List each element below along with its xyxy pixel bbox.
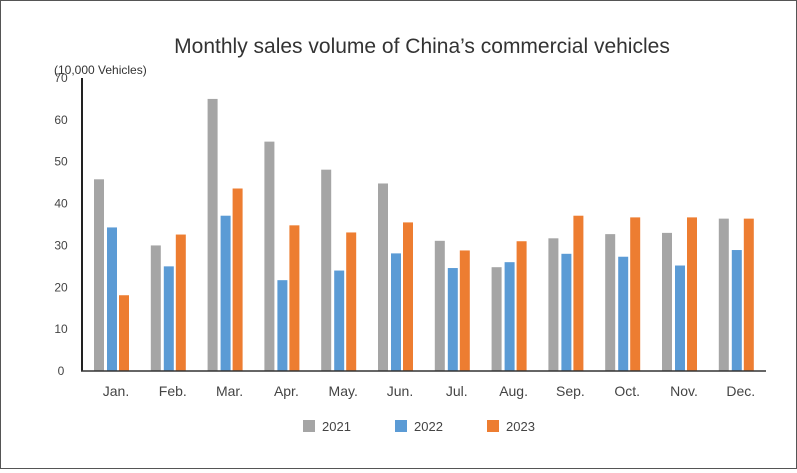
- x-tick-label: Nov.: [670, 383, 698, 399]
- legend-label-2022: 2022: [414, 419, 443, 434]
- x-tick-label: Aug.: [499, 383, 528, 399]
- legend-label-2021: 2021: [322, 419, 351, 434]
- bar-2022-nov: [675, 265, 685, 371]
- y-tick-label: 10: [54, 322, 68, 336]
- bar-2021-may: [321, 169, 332, 371]
- bar-2023-nov: [687, 217, 697, 371]
- legend: 2021 2022 2023: [303, 419, 535, 434]
- x-tick-label: Apr.: [274, 383, 299, 399]
- x-tick-label: Oct.: [614, 383, 640, 399]
- bar-2022-sep: [561, 253, 572, 371]
- x-tick-label: Jul.: [446, 383, 468, 399]
- legend-swatch-2023: [487, 420, 499, 432]
- bar-2023-aug: [516, 241, 527, 371]
- y-tick-label: 60: [54, 113, 68, 127]
- y-tick-label: 0: [58, 364, 65, 378]
- x-tick-label: Jan.: [103, 383, 129, 399]
- x-tick-label: Dec.: [726, 383, 755, 399]
- bar-2021-jan: [94, 179, 104, 371]
- bar-2022-jul: [447, 268, 458, 371]
- x-tick-label: Mar.: [216, 383, 243, 399]
- bar-2022-mar: [220, 215, 231, 371]
- bar-2021-jun: [378, 183, 388, 371]
- y-tick-label: 30: [54, 238, 68, 252]
- bar-2021-feb: [150, 245, 161, 371]
- x-tick-label: Sep.: [556, 383, 585, 399]
- bar-2022-apr: [277, 280, 288, 371]
- bar-2023-sep: [573, 215, 584, 371]
- legend-label-2023: 2023: [506, 419, 535, 434]
- bar-2023-oct: [630, 217, 641, 371]
- bar-2021-jul: [434, 240, 445, 371]
- bar-2021-aug: [491, 267, 502, 371]
- bar-2022-feb: [163, 266, 174, 371]
- bar-2023-mar: [232, 188, 243, 371]
- bar-2023-jul: [459, 250, 470, 371]
- bar-2021-dec: [718, 218, 729, 371]
- x-tick-label: Jun.: [387, 383, 413, 399]
- bar-2023-feb: [175, 234, 186, 371]
- y-tick-label: 40: [54, 197, 68, 211]
- y-tick-label: 20: [54, 280, 68, 294]
- y-tick-label: 70: [54, 71, 68, 85]
- legend-swatch-2022: [395, 420, 407, 432]
- bar-2022-jan: [107, 227, 117, 371]
- bar-2022-oct: [618, 256, 629, 371]
- x-tick-label: May.: [329, 383, 358, 399]
- y-axis-label: (10,000 Vehicles): [54, 63, 147, 77]
- bar-2022-may: [334, 270, 345, 371]
- bar-2021-sep: [548, 238, 559, 371]
- legend-swatch-2021: [303, 420, 315, 432]
- bar-2023-dec: [743, 218, 754, 371]
- bar-2022-jun: [391, 253, 401, 371]
- y-tick-label: 50: [54, 155, 68, 169]
- bar-2022-dec: [731, 250, 742, 371]
- bar-2022-aug: [504, 262, 515, 371]
- chart-title: Monthly sales volume of China’s commerci…: [174, 35, 670, 58]
- bar-2021-mar: [207, 98, 218, 371]
- bar-2023-jan: [119, 295, 129, 371]
- bar-2023-apr: [289, 225, 300, 371]
- bar-2021-nov: [662, 232, 672, 371]
- bar-2023-jun: [403, 222, 413, 371]
- bar-2021-apr: [264, 141, 275, 371]
- bar-2023-may: [346, 232, 357, 371]
- x-tick-label: Feb.: [159, 383, 187, 399]
- bar-2021-oct: [605, 234, 616, 371]
